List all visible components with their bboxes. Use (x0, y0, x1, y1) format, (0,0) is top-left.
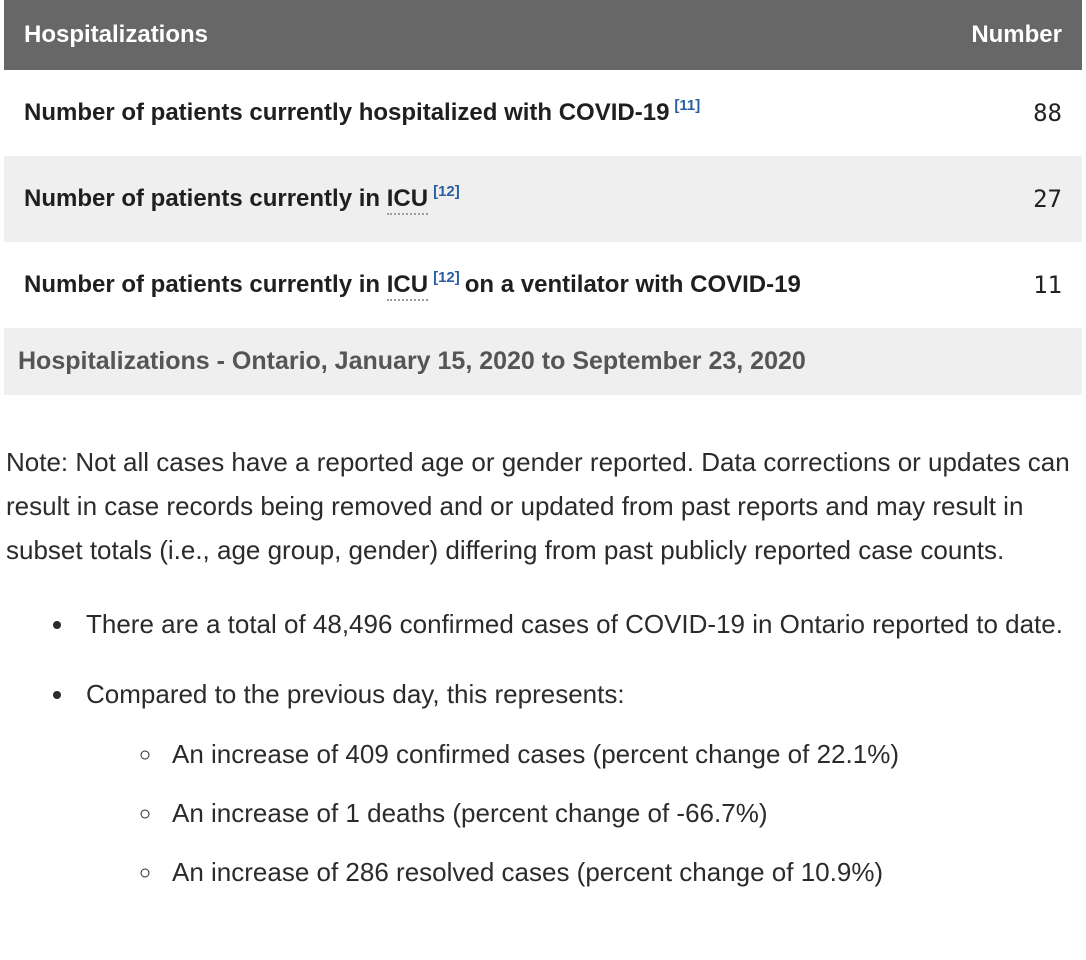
icu-abbr[interactable]: ICU (386, 271, 429, 301)
icu-abbr[interactable]: ICU (386, 185, 429, 215)
row-value-icu-ventilator: 11 (1033, 271, 1062, 299)
row-label-text: Number of patients currently in (24, 185, 381, 212)
table-row-icu-ventilator: Number of patients currently in ICU [12] o… (4, 242, 1082, 328)
row-label: Number of patients currently in ICU [12] o… (24, 263, 801, 307)
table-header-row: Hospitalizations Number (4, 0, 1082, 70)
hospitalizations-table: Hospitalizations Number Number of patien… (4, 0, 1082, 395)
sub-list-item-confirmed-cases: An increase of 409 confirmed cases (perc… (164, 734, 1082, 774)
footnote-11-link[interactable]: [11] (674, 97, 701, 114)
table-row-icu: Number of patients currently in ICU [12] … (4, 156, 1082, 242)
footnote-sup: [12] (433, 183, 460, 200)
list-item-total-cases: There are a total of 48,496 confirmed ca… (76, 602, 1082, 646)
note-paragraph: Note: Not all cases have a reported age … (6, 447, 1070, 565)
sub-list-item-deaths: An increase of 1 deaths (percent change … (164, 793, 1082, 833)
sub-list-item-resolved-cases: An increase of 286 resolved cases (perce… (164, 852, 1082, 892)
summary-bullet-list: There are a total of 48,496 confirmed ca… (4, 602, 1082, 892)
row-label: Number of patients currently hospitalize… (24, 91, 705, 135)
table-row-hospitalized: Number of patients currently hospitalize… (4, 70, 1082, 156)
row-label-text: Number of patients currently hospitalize… (24, 99, 670, 126)
page-content: Hospitalizations Number Number of patien… (4, 0, 1082, 892)
list-item-compared-previous-day: Compared to the previous day, this repre… (76, 672, 1082, 892)
row-label-text-after: on a ventilator with COVID-19 (464, 271, 801, 298)
row-label-text: Number of patients currently in (24, 271, 381, 298)
list-item-text: Compared to the previous day, this repre… (86, 679, 625, 709)
row-label: Number of patients currently in ICU [12] (24, 177, 465, 221)
footnote-12-link[interactable]: [12] (433, 269, 460, 286)
table-caption: Hospitalizations - Ontario, January 15, … (4, 328, 1082, 395)
row-value-icu: 27 (1033, 185, 1062, 213)
footnote-12-link[interactable]: [12] (433, 183, 460, 200)
daily-change-sub-list: An increase of 409 confirmed cases (perc… (86, 734, 1082, 892)
table-header-label: Hospitalizations (24, 21, 209, 48)
table-header-number-col: Number (971, 21, 1062, 48)
footnote-sup: [11] (674, 97, 700, 114)
row-value-hospitalized: 88 (1033, 99, 1062, 127)
footnote-sup: [12] (433, 269, 460, 286)
